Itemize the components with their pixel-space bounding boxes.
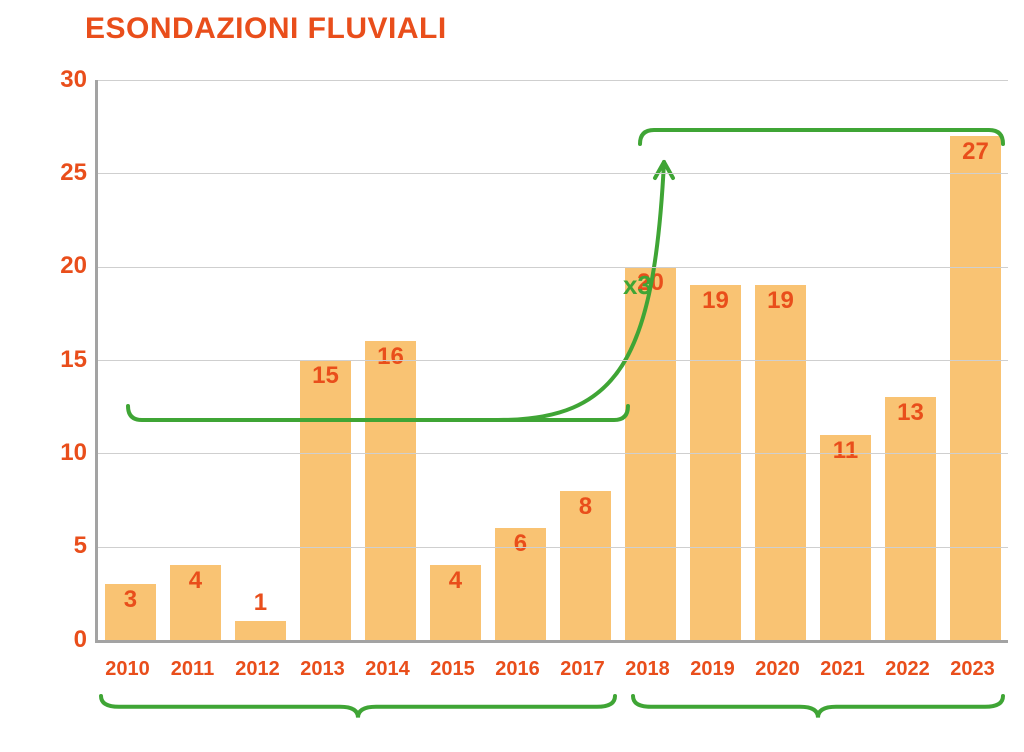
bar-value-label: 1 [235, 589, 286, 617]
y-tick-label: 25 [37, 159, 87, 187]
bar-value-label: 13 [885, 399, 936, 427]
gridline [98, 173, 1008, 174]
plot-area: 3411516468201919111327 x3 [95, 80, 1008, 643]
bar: 15 [300, 360, 351, 640]
bar-value-label: 6 [495, 530, 546, 558]
gridline [98, 453, 1008, 454]
y-tick-label: 20 [37, 252, 87, 280]
gridline [98, 80, 1008, 81]
bar: 4 [430, 565, 481, 640]
bar-value-label: 11 [820, 437, 871, 465]
bar: 11 [820, 435, 871, 640]
bar: 13 [885, 397, 936, 640]
x-tick-label: 2012 [225, 658, 290, 681]
gridline [98, 547, 1008, 548]
bar: 27 [950, 136, 1001, 640]
x-tick-label: 2016 [485, 658, 550, 681]
annotation-overlay-bottom [95, 692, 1005, 752]
bar-value-label: 16 [365, 343, 416, 371]
bar-value-label: 27 [950, 138, 1001, 166]
bar: 4 [170, 565, 221, 640]
x-tick-label: 2020 [745, 658, 810, 681]
x-tick-label: 2023 [940, 658, 1005, 681]
y-tick-label: 5 [37, 532, 87, 560]
bar: 19 [755, 285, 806, 640]
chart-container: ESONDAZIONI FLUVIALI 3411516468201919111… [0, 0, 1024, 750]
bar: 8 [560, 491, 611, 640]
gridline [98, 267, 1008, 268]
bar-value-label: 8 [560, 493, 611, 521]
x-tick-label: 2013 [290, 658, 355, 681]
x-tick-label: 2010 [95, 658, 160, 681]
x-tick-label: 2014 [355, 658, 420, 681]
y-tick-label: 0 [37, 626, 87, 654]
x-tick-label: 2017 [550, 658, 615, 681]
bar-value-label: 3 [105, 586, 156, 614]
bracket-bottom-left [101, 696, 615, 718]
x-tick-label: 2011 [160, 658, 225, 681]
x-tick-label: 2022 [875, 658, 940, 681]
bracket-bottom-right [633, 696, 1003, 718]
bar: 16 [365, 341, 416, 640]
gridline [98, 360, 1008, 361]
chart-title: ESONDAZIONI FLUVIALI [85, 12, 447, 46]
bar: 1 [235, 621, 286, 640]
x-tick-label: 2019 [680, 658, 745, 681]
bar-value-label: 19 [690, 287, 741, 315]
y-tick-label: 30 [37, 66, 87, 94]
bar-value-label: 4 [170, 567, 221, 595]
y-tick-label: 15 [37, 346, 87, 374]
bar: 3 [105, 584, 156, 640]
bar-value-label: 19 [755, 287, 806, 315]
y-tick-label: 10 [37, 439, 87, 467]
x-tick-label: 2015 [420, 658, 485, 681]
bar: 19 [690, 285, 741, 640]
bar-value-label: 4 [430, 567, 481, 595]
bar-value-label: 15 [300, 362, 351, 390]
x-tick-label: 2018 [615, 658, 680, 681]
bar: 6 [495, 528, 546, 640]
x-tick-label: 2021 [810, 658, 875, 681]
annotation-multiplier-label: x3 [623, 270, 652, 301]
